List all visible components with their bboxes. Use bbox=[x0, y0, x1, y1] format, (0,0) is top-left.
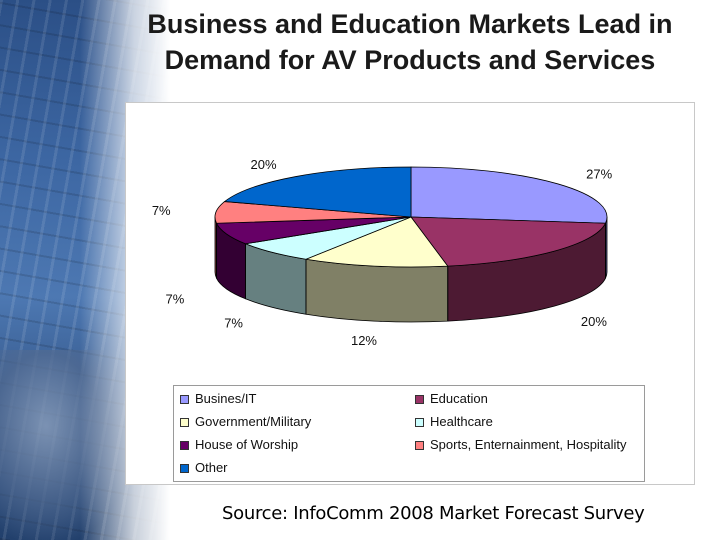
slide-title-line-1: Business and Education Markets Lead in bbox=[147, 9, 673, 39]
legend-label-0: Busines/IT bbox=[195, 391, 257, 406]
pie-slice-0 bbox=[410, 166, 608, 224]
source-note: Source: InfoComm 2008 Market Forecast Su… bbox=[222, 503, 645, 524]
legend-label-4: House of Worship bbox=[195, 437, 299, 452]
slide-title-line-2: Demand for AV Products and Services bbox=[164, 45, 656, 75]
chart-legend: Busines/IT Education Government/Military He… bbox=[173, 385, 645, 482]
legend-label-6: Other bbox=[195, 460, 228, 475]
legend-label-2: Government/Military bbox=[195, 414, 312, 429]
legend-swatch-3 bbox=[415, 417, 424, 427]
legend-swatch-1 bbox=[415, 394, 424, 404]
legend-item-1: Education bbox=[415, 391, 488, 407]
legend-label-5: Sports, Enternainment, Hospitality bbox=[430, 437, 627, 452]
pie-label-1: 20% bbox=[581, 314, 607, 329]
legend-item-2: Government/Military bbox=[180, 414, 311, 430]
pie-label-3: 7% bbox=[224, 315, 243, 330]
pie-label-5: 7% bbox=[152, 203, 171, 218]
legend-swatch-2 bbox=[180, 417, 189, 427]
pie-label-2: 12% bbox=[351, 333, 377, 348]
legend-item-6: Other bbox=[180, 460, 228, 476]
pie-label-6: 20% bbox=[251, 157, 277, 172]
legend-label-3: Healthcare bbox=[430, 414, 493, 429]
legend-item-3: Healthcare bbox=[415, 414, 493, 430]
pie-label-0: 27% bbox=[586, 167, 612, 182]
legend-swatch-6 bbox=[180, 463, 189, 473]
legend-swatch-5 bbox=[415, 440, 424, 450]
pie-side-2 bbox=[305, 258, 449, 323]
legend-swatch-4 bbox=[180, 440, 189, 450]
pie-slice-1 bbox=[410, 216, 607, 267]
pie-slice-6 bbox=[223, 166, 412, 218]
pie-slice-2 bbox=[304, 216, 449, 268]
pie-label-4: 7% bbox=[166, 292, 185, 307]
legend-label-1: Education bbox=[430, 391, 488, 406]
legend-item-0: Busines/IT bbox=[180, 391, 256, 407]
pie-chart: 27% 20% 12% 7% 7% 7% 20% bbox=[152, 157, 613, 348]
legend-swatch-0 bbox=[180, 394, 189, 404]
legend-item-5: Sports, Enternainment, Hospitality bbox=[415, 437, 627, 453]
legend-item-4: House of Worship bbox=[180, 437, 298, 453]
